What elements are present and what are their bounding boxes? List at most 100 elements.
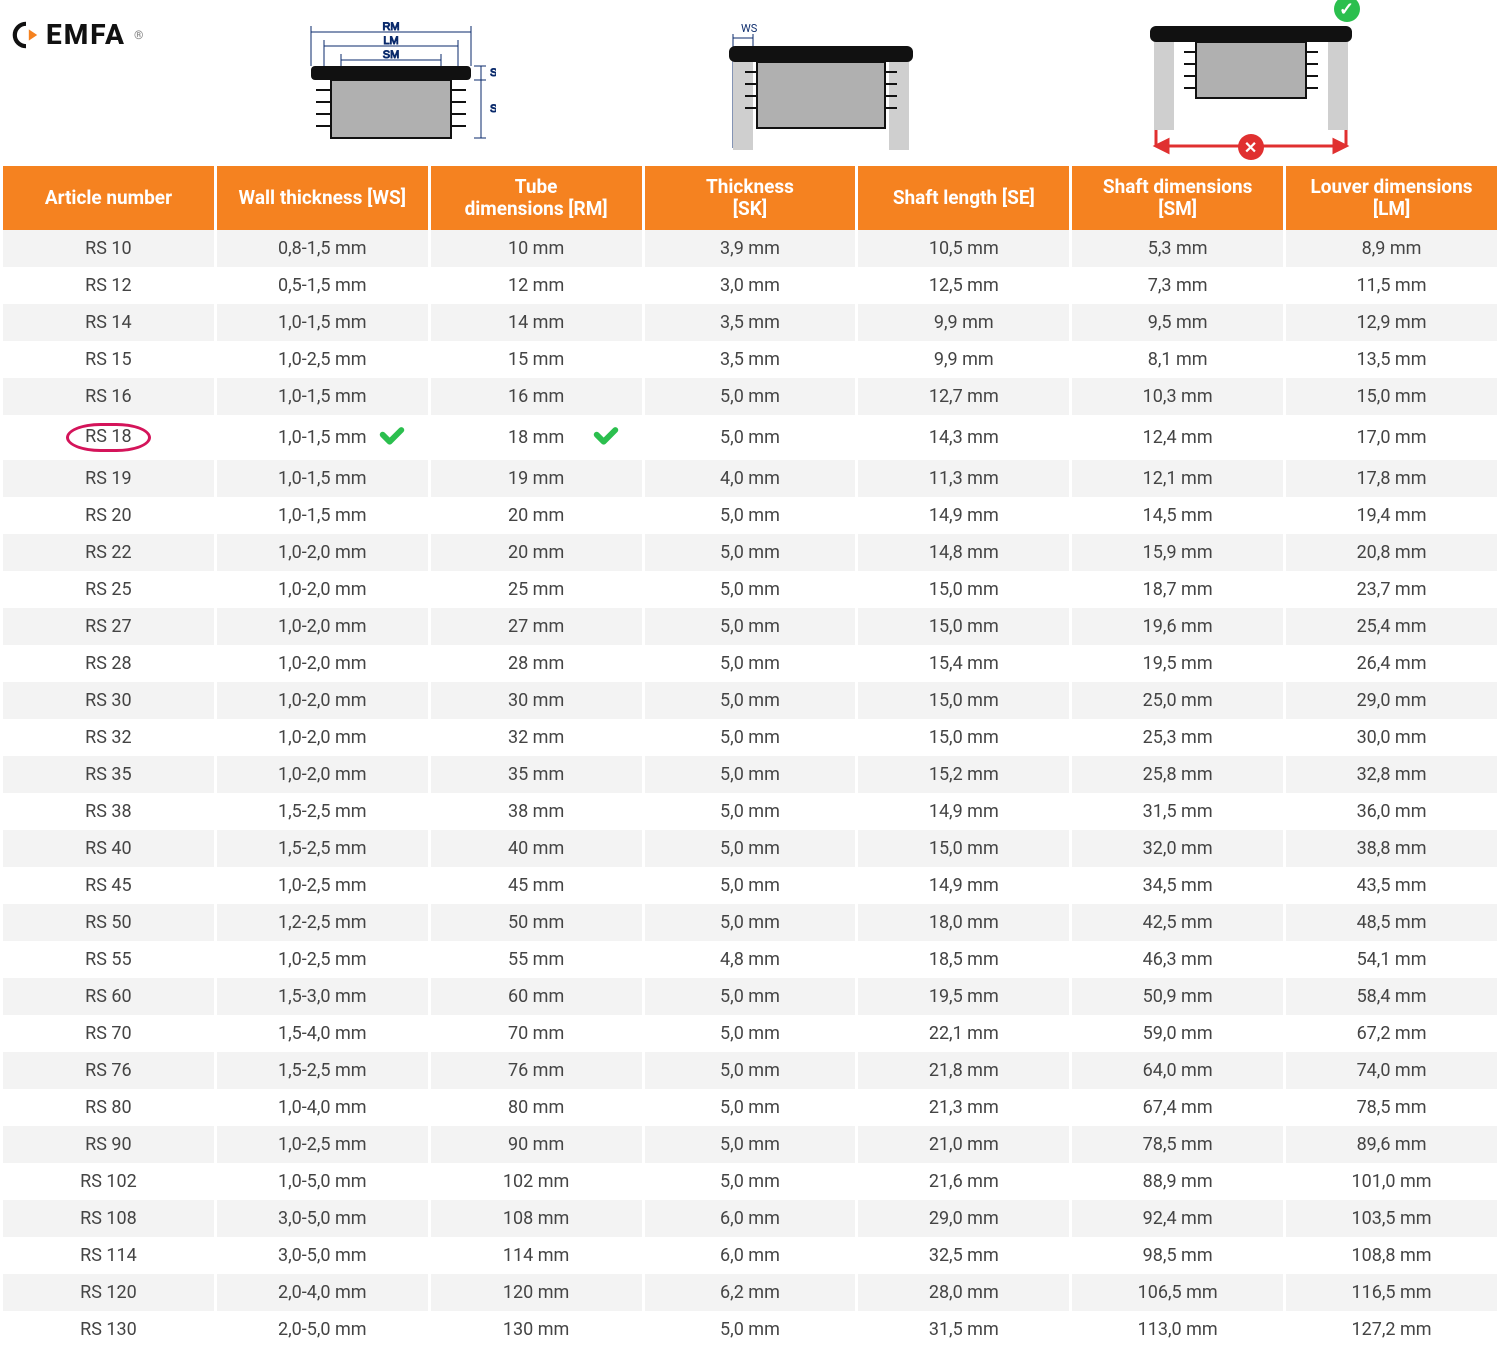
svg-text:SM: SM [383, 49, 400, 61]
table-cell: 32,5 mm [858, 1237, 1069, 1274]
table-cell: 20 mm [431, 497, 642, 534]
table-cell: 21,0 mm [858, 1126, 1069, 1163]
table-cell: 15,0 mm [858, 830, 1069, 867]
table-cell: 6,2 mm [645, 1274, 856, 1311]
table-cell: 16 mm [431, 378, 642, 415]
table-cell: 108 mm [431, 1200, 642, 1237]
table-cell: 64,0 mm [1072, 1052, 1283, 1089]
col-header: Article number [3, 166, 214, 230]
table-cell: 25,8 mm [1072, 756, 1283, 793]
table-cell: 15 mm [431, 341, 642, 378]
table-row: RS 901,0-2,5 mm90 mm5,0 mm21,0 mm78,5 mm… [3, 1126, 1497, 1163]
table-row: RS 401,5-2,5 mm40 mm5,0 mm15,0 mm32,0 mm… [3, 830, 1497, 867]
table-cell: 12,5 mm [858, 267, 1069, 304]
table-cell: RS 45 [3, 867, 214, 904]
table-row: RS 1143,0-5,0 mm114 mm6,0 mm32,5 mm98,5 … [3, 1237, 1497, 1274]
table-cell: RS 38 [3, 793, 214, 830]
brand-name: EMFA [46, 18, 126, 51]
table-cell: 120 mm [431, 1274, 642, 1311]
table-cell: 10,5 mm [858, 230, 1069, 267]
table-row: RS 301,0-2,0 mm30 mm5,0 mm15,0 mm25,0 mm… [3, 682, 1497, 719]
table-cell: 18 mm [431, 415, 642, 461]
table-row: RS 191,0-1,5 mm19 mm4,0 mm11,3 mm12,1 mm… [3, 460, 1497, 497]
table-cell: 74,0 mm [1286, 1052, 1497, 1089]
table-cell: 18,7 mm [1072, 571, 1283, 608]
table-cell: 43,5 mm [1286, 867, 1497, 904]
table-cell: 5,0 mm [645, 608, 856, 645]
table-cell: 127,2 mm [1286, 1311, 1497, 1348]
table-cell: 25,4 mm [1286, 608, 1497, 645]
table-cell: 67,2 mm [1286, 1015, 1497, 1052]
table-cell: 98,5 mm [1072, 1237, 1283, 1274]
table-cell: 11,5 mm [1286, 267, 1497, 304]
table-cell: 36,0 mm [1286, 793, 1497, 830]
table-cell: 90 mm [431, 1126, 642, 1163]
check-icon [592, 423, 620, 451]
table-cell: 3,0-5,0 mm [217, 1237, 428, 1274]
col-header: Shaft length [SE] [858, 166, 1069, 230]
table-row: RS 100,8-1,5 mm10 mm3,9 mm10,5 mm5,3 mm8… [3, 230, 1497, 267]
brand-logo: EMFA ® [12, 8, 145, 51]
table-cell: 1,0-1,5 mm [217, 304, 428, 341]
table-cell: 108,8 mm [1286, 1237, 1497, 1274]
table-cell: RS 60 [3, 978, 214, 1015]
table-cell: 32 mm [431, 719, 642, 756]
table-row: RS 321,0-2,0 mm32 mm5,0 mm15,0 mm25,3 mm… [3, 719, 1497, 756]
no-badge-icon: ✕ [1238, 134, 1264, 160]
diagram-dimensions: RM LM SM SK SE [286, 18, 496, 158]
ok-badge-icon: ✓ [1334, 0, 1360, 22]
table-cell: 15,0 mm [858, 608, 1069, 645]
table-cell: 22,1 mm [858, 1015, 1069, 1052]
table-cell: 17,0 mm [1286, 415, 1497, 461]
table-cell: 78,5 mm [1072, 1126, 1283, 1163]
table-cell: RS 120 [3, 1274, 214, 1311]
table-cell: 116,5 mm [1286, 1274, 1497, 1311]
table-cell: 34,5 mm [1072, 867, 1283, 904]
table-cell: 15,0 mm [1286, 378, 1497, 415]
table-cell: 5,0 mm [645, 1163, 856, 1200]
table-cell: 18,0 mm [858, 904, 1069, 941]
table-row: RS 1083,0-5,0 mm108 mm6,0 mm29,0 mm92,4 … [3, 1200, 1497, 1237]
table-cell: 1,0-2,5 mm [217, 341, 428, 378]
table-cell: 48,5 mm [1286, 904, 1497, 941]
table-cell: 1,0-1,5 mm [217, 378, 428, 415]
table-row: RS 381,5-2,5 mm38 mm5,0 mm14,9 mm31,5 mm… [3, 793, 1497, 830]
table-cell: 31,5 mm [858, 1311, 1069, 1348]
table-row: RS 351,0-2,0 mm35 mm5,0 mm15,2 mm25,8 mm… [3, 756, 1497, 793]
table-cell: 26,4 mm [1286, 645, 1497, 682]
table-row: RS 141,0-1,5 mm14 mm3,5 mm9,9 mm9,5 mm12… [3, 304, 1497, 341]
table-cell: 20 mm [431, 534, 642, 571]
table-cell: 20,8 mm [1286, 534, 1497, 571]
table-cell: 15,2 mm [858, 756, 1069, 793]
table-cell: 3,5 mm [645, 341, 856, 378]
table-cell: 92,4 mm [1072, 1200, 1283, 1237]
table-cell: 1,0-2,0 mm [217, 645, 428, 682]
col-header: Louver dimensions [LM] [1286, 166, 1497, 230]
svg-text:LM: LM [383, 35, 398, 47]
table-row: RS 151,0-2,5 mm15 mm3,5 mm9,9 mm8,1 mm13… [3, 341, 1497, 378]
logo-icon [12, 21, 40, 49]
table-cell: 23,7 mm [1286, 571, 1497, 608]
table-body: RS 100,8-1,5 mm10 mm3,9 mm10,5 mm5,3 mm8… [3, 230, 1497, 1348]
table-cell: 15,0 mm [858, 571, 1069, 608]
table-cell: 88,9 mm [1072, 1163, 1283, 1200]
table-cell: 42,5 mm [1072, 904, 1283, 941]
table-cell: RS 76 [3, 1052, 214, 1089]
table-cell: RS 25 [3, 571, 214, 608]
table-cell: 1,0-2,0 mm [217, 571, 428, 608]
table-cell: 50,9 mm [1072, 978, 1283, 1015]
table-cell: 76 mm [431, 1052, 642, 1089]
table-cell: 5,0 mm [645, 1311, 856, 1348]
table-cell: 1,0-1,5 mm [217, 415, 428, 461]
table-cell: 19,6 mm [1072, 608, 1283, 645]
table-cell: 5,3 mm [1072, 230, 1283, 267]
table-cell: RS 114 [3, 1237, 214, 1274]
table-cell: 1,0-4,0 mm [217, 1089, 428, 1126]
table-cell: 1,0-5,0 mm [217, 1163, 428, 1200]
table-cell: 45 mm [431, 867, 642, 904]
table-row: RS 1202,0-4,0 mm120 mm6,2 mm28,0 mm106,5… [3, 1274, 1497, 1311]
table-cell: 1,0-1,5 mm [217, 460, 428, 497]
table-cell: 1,0-2,0 mm [217, 682, 428, 719]
table-row: RS 281,0-2,0 mm28 mm5,0 mm15,4 mm19,5 mm… [3, 645, 1497, 682]
table-cell: 29,0 mm [1286, 682, 1497, 719]
